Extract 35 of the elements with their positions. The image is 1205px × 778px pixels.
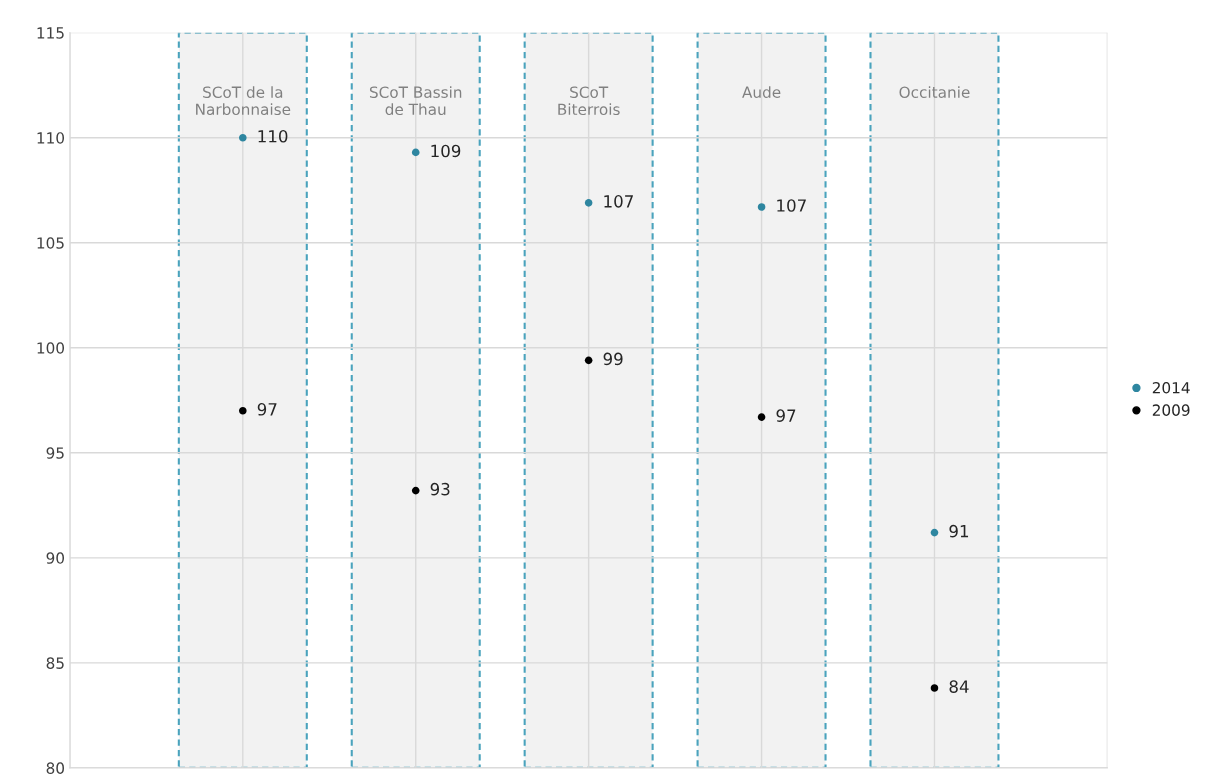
x-tick-label: SCoT Biterrois bbox=[558, 86, 620, 116]
data-label: 93 bbox=[430, 482, 450, 496]
y-tick-label: 100 bbox=[37, 342, 65, 354]
data-label: 109 bbox=[431, 144, 461, 158]
data-label: 107 bbox=[604, 195, 633, 208]
point bbox=[239, 133, 247, 142]
point bbox=[930, 684, 939, 692]
y-tick-label: 105 bbox=[37, 237, 64, 249]
y-tick-label: 85 bbox=[46, 657, 64, 669]
point bbox=[584, 356, 593, 365]
point bbox=[239, 406, 247, 415]
data-label: 84 bbox=[949, 680, 969, 693]
x-tick-label: SCoT Bassin de Thau bbox=[369, 86, 462, 116]
data-label: 99 bbox=[603, 352, 623, 366]
y-tick-label: 110 bbox=[37, 132, 65, 144]
y-tick-label: 115 bbox=[37, 27, 64, 39]
legend-label: 2009 bbox=[1152, 404, 1190, 416]
data-label: 97 bbox=[776, 409, 796, 422]
legend-label: 2014 bbox=[1152, 381, 1190, 394]
x-tick-label: SCoT de la Narbonnaise bbox=[196, 86, 291, 116]
point bbox=[757, 203, 766, 211]
point bbox=[584, 199, 593, 207]
y-tick-label: 90 bbox=[46, 552, 65, 564]
x-tick-label: Aude bbox=[742, 86, 781, 98]
x-tick-label: Occitanie bbox=[899, 86, 970, 98]
point bbox=[411, 148, 420, 157]
point bbox=[757, 413, 766, 421]
y-tick-label: 95 bbox=[46, 447, 64, 459]
point bbox=[411, 486, 420, 495]
data-label: 110 bbox=[258, 129, 288, 143]
data-label: 97 bbox=[257, 403, 277, 416]
data-label: 91 bbox=[949, 524, 969, 538]
y-tick-label: 80 bbox=[46, 762, 65, 774]
point bbox=[930, 528, 939, 537]
data-label: 107 bbox=[777, 199, 806, 212]
